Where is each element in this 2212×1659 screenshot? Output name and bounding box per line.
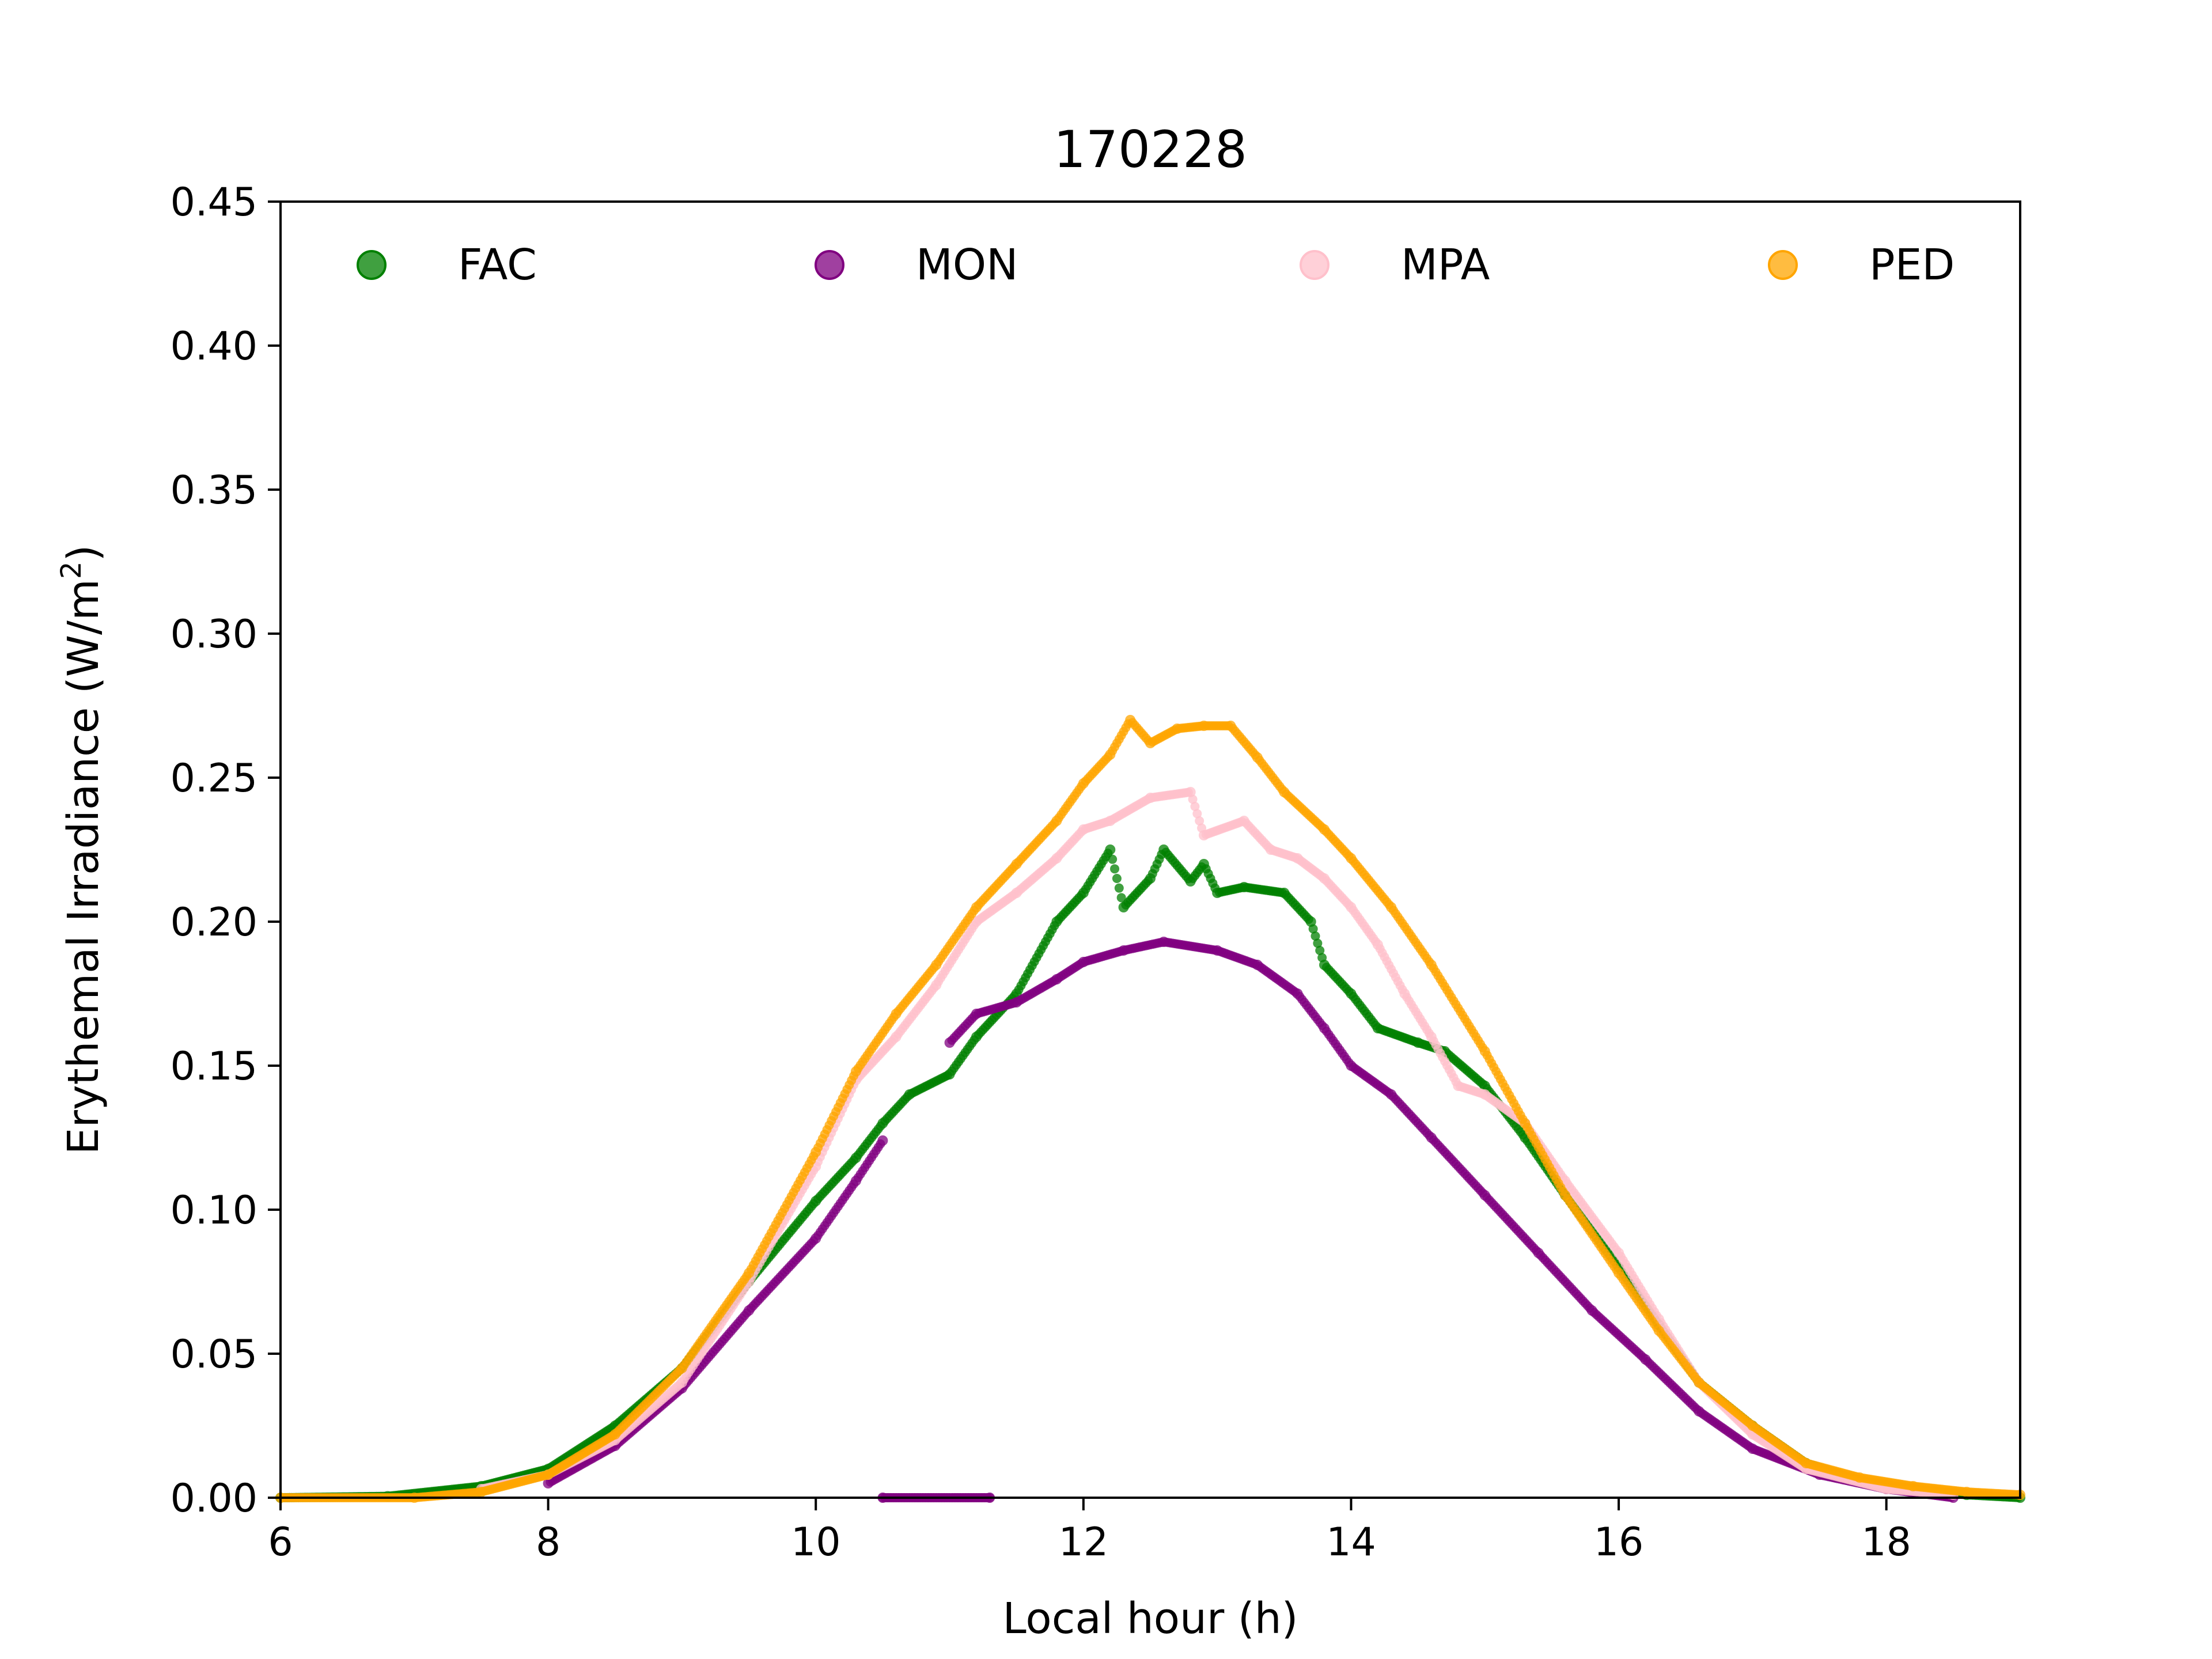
- legend-label-mpa: MPA: [1401, 240, 1490, 290]
- legend-label-fac: FAC: [458, 240, 537, 290]
- x-axis: 6 8 10 12 14 16 18: [268, 1498, 1911, 1565]
- y-tick-label: 0.05: [171, 1332, 257, 1377]
- y-axis-label-main: Erythemal Irradiance (W/m: [59, 579, 108, 1154]
- y-axis: 0.00 0.05 0.10 0.15 0.20 0.25 0.30 0.35 0.40 0.45: [171, 180, 281, 1521]
- data-point: [877, 1135, 888, 1146]
- chart-title: 170228: [1054, 120, 1247, 179]
- x-tick-label: 16: [1594, 1520, 1644, 1565]
- x-axis-label: Local hour (h): [1003, 1594, 1298, 1643]
- y-tick-label: 0.20: [171, 900, 257, 945]
- y-tick-label: 0.10: [171, 1188, 257, 1233]
- data-point: [1315, 946, 1325, 955]
- data-point: [1185, 787, 1196, 797]
- y-axis-label: Erythemal Irradiance (W/m2): [55, 545, 108, 1155]
- legend-label-mon: MON: [916, 240, 1018, 290]
- series-ped: [275, 715, 2025, 1503]
- data-point: [1190, 802, 1200, 811]
- data-point: [1308, 924, 1318, 934]
- data-point: [1110, 864, 1120, 874]
- y-tick-label: 0.35: [171, 468, 257, 513]
- data-point: [1188, 794, 1198, 804]
- data-point: [1195, 816, 1205, 825]
- data-point: [1313, 938, 1323, 948]
- legend-label-ped: PED: [1869, 240, 1955, 290]
- data-point: [1112, 874, 1122, 883]
- data-point: [1192, 809, 1202, 819]
- data-point: [1310, 931, 1320, 941]
- y-axis-label-superscript: 2: [55, 562, 88, 579]
- data-point: [1105, 844, 1116, 855]
- y-tick-label: 0.15: [171, 1044, 257, 1089]
- y-tick-label: 0.00: [171, 1476, 257, 1521]
- y-axis-label-close: ): [59, 545, 108, 562]
- data-point: [1305, 916, 1316, 927]
- y-tick-label: 0.45: [171, 180, 257, 225]
- y-tick-label: 0.30: [171, 612, 257, 657]
- x-tick-label: 6: [268, 1520, 293, 1565]
- legend-marker-ped: [1768, 250, 1798, 280]
- legend-marker-fac: [357, 250, 387, 280]
- plot-frame: [279, 200, 2021, 1499]
- legend-marker-mon: [815, 250, 844, 280]
- legend: FAC MON MPA PED: [357, 240, 1955, 290]
- data-point: [1114, 883, 1124, 893]
- x-tick-label: 12: [1059, 1520, 1109, 1565]
- x-tick-label: 14: [1326, 1520, 1376, 1565]
- data-point: [1108, 854, 1118, 864]
- data-point: [1116, 893, 1126, 903]
- x-tick-label: 18: [1861, 1520, 1911, 1565]
- y-tick-label: 0.40: [171, 324, 257, 369]
- x-tick-label: 8: [536, 1520, 560, 1565]
- plot-marks: [275, 715, 2025, 1503]
- y-tick-label: 0.25: [171, 756, 257, 801]
- legend-marker-mpa: [1300, 250, 1330, 280]
- x-tick-label: 10: [791, 1520, 841, 1565]
